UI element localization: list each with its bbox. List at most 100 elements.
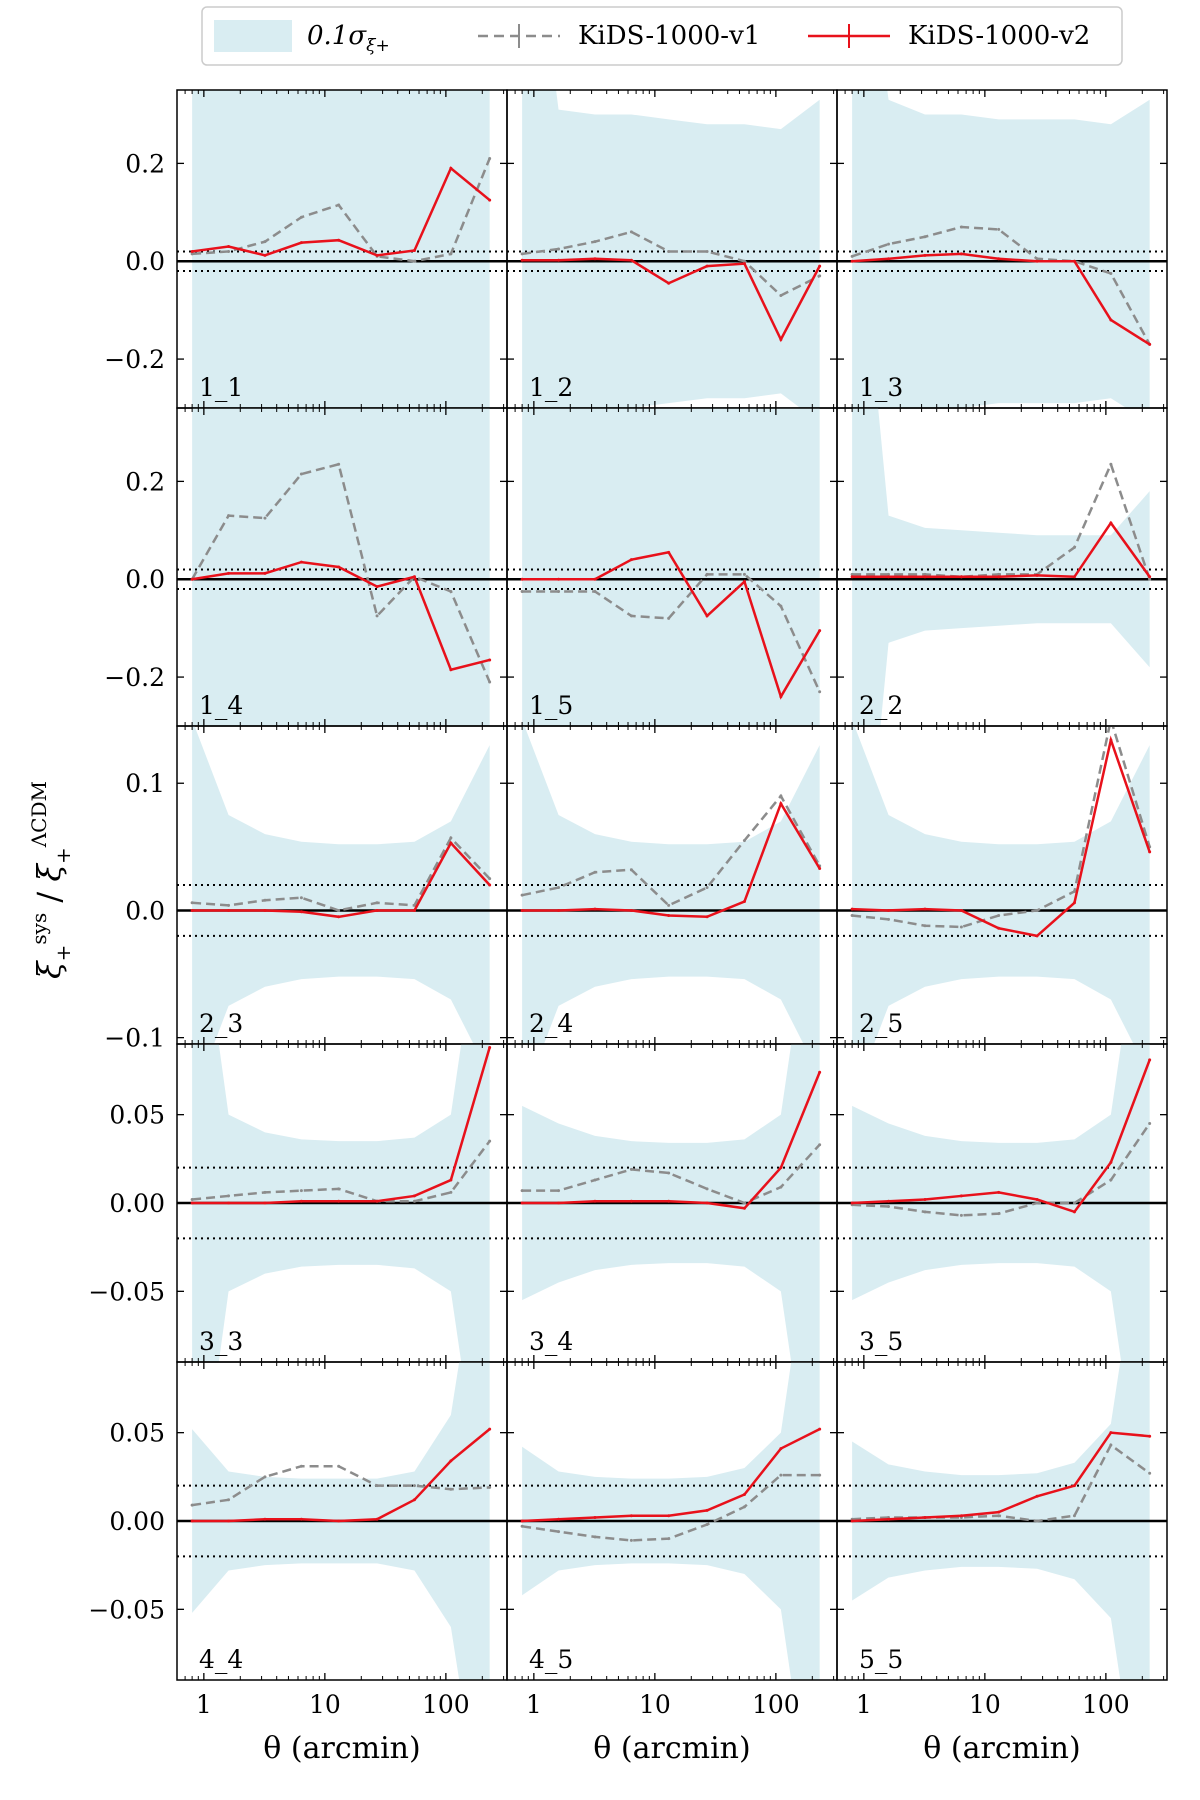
panel-label: 1_4 <box>199 691 243 720</box>
series-v2-point <box>850 259 854 263</box>
panel-plot-area <box>507 408 837 726</box>
series-v1-point <box>1035 257 1039 261</box>
legend: 0.1σξ+ KiDS-1000-v1 KiDS-1000-v2 <box>201 6 1123 66</box>
sigma-band <box>852 90 1150 408</box>
series-v2-point <box>850 1519 854 1523</box>
series-v2-point <box>818 1070 822 1074</box>
series-v1-point <box>923 235 927 239</box>
series-v2-point <box>779 1447 783 1451</box>
series-v2-point <box>227 571 231 575</box>
series-v1-point <box>337 203 341 207</box>
panel-plot-area <box>507 1044 837 1362</box>
series-v2-point <box>779 1166 783 1170</box>
series-v1-point <box>593 870 597 874</box>
series-v1-point <box>818 1143 822 1147</box>
panel-label: 2_4 <box>529 1009 573 1038</box>
series-v1-point <box>375 1484 379 1488</box>
series-v2-point <box>742 262 746 266</box>
series-v1-point <box>299 1189 303 1193</box>
y-tick-label: −0.05 <box>88 1277 165 1306</box>
series-v1-point <box>488 1485 492 1489</box>
panel-1_1: −0.2 0.0 0.2 1_1 <box>104 89 508 409</box>
series-v2-point <box>1035 573 1039 577</box>
legend-v2-label: KiDS-1000-v2 <box>908 21 1090 51</box>
series-v1-point <box>449 1190 453 1194</box>
series-v2-point <box>190 1201 194 1205</box>
series-v2-point <box>263 571 267 575</box>
series-v2-point <box>887 908 891 912</box>
series-v2-point <box>629 1199 633 1203</box>
series-v2-point <box>629 558 633 562</box>
series-v2-point <box>190 249 194 253</box>
series-v2-point <box>593 257 597 261</box>
y-tick-label: −0.2 <box>104 663 165 692</box>
series-v2-point <box>997 257 1001 261</box>
sigma-band <box>192 90 490 408</box>
series-v1-point <box>997 1514 1001 1518</box>
panel-plot-area <box>177 408 507 726</box>
series-v2-point <box>887 1199 891 1203</box>
series-v2-point <box>705 1201 709 1205</box>
series-v1-point <box>629 1538 633 1542</box>
series-v2-point <box>593 1199 597 1203</box>
x-tick-label: 100 <box>752 1690 800 1719</box>
series-v2-point <box>705 1508 709 1512</box>
series-v1-point <box>337 462 341 466</box>
panel-plot-area <box>837 1362 1167 1680</box>
series-v1-point <box>520 893 524 897</box>
series-v1-line <box>851 726 1151 929</box>
series-v2-point <box>1148 575 1152 579</box>
series-v2-point <box>190 577 194 581</box>
series-v1-point <box>299 472 303 476</box>
series-v1-point <box>850 914 854 918</box>
series-v1-point <box>557 1530 561 1534</box>
series-v2-point <box>667 281 671 285</box>
series-v1-point <box>629 614 633 618</box>
series-v1-point <box>1148 1471 1152 1475</box>
legend-band-label: 0.1σξ+ <box>307 21 390 56</box>
series-v1-point <box>299 896 303 900</box>
series-v2-point <box>1072 1484 1076 1488</box>
series-v2-point <box>337 238 341 242</box>
series-v1-point <box>887 917 891 921</box>
x-axis-label: θ (arcmin) <box>923 1731 1080 1766</box>
series-v2-point <box>449 841 453 845</box>
series-v2-point <box>449 1459 453 1463</box>
series-v1-point <box>520 1524 524 1528</box>
series-v1-point <box>705 1523 709 1527</box>
series-v2-point <box>299 910 303 914</box>
panel-3_4: 3_4 <box>506 1043 838 1363</box>
series-v1-point <box>1072 1514 1076 1518</box>
series-v1-line <box>191 462 491 683</box>
x-tick-label: 1 <box>526 1690 542 1719</box>
panel-plot-area <box>507 726 837 1044</box>
series-v1-point <box>667 616 671 620</box>
panel-label: 2_2 <box>859 691 903 720</box>
series-v1-point <box>742 259 746 263</box>
series-v1-point <box>263 240 267 244</box>
series-v1-point <box>190 1503 194 1507</box>
panel-grid: −0.2 0.0 0.2 1_1 1_2 1_3 −0.2 0.0 0.2 1_4 1_5 2_2 −0… <box>88 89 1168 1766</box>
y-tick-label: 0.0 <box>125 565 165 594</box>
series-v2-point <box>375 908 379 912</box>
panel-label: 1_5 <box>529 691 573 720</box>
series-v1-point <box>923 572 927 576</box>
series-v1-line <box>521 793 821 907</box>
series-v2-point <box>923 253 927 257</box>
series-v2-point <box>1072 259 1076 263</box>
series-v2-point <box>923 907 927 911</box>
series-v2-point <box>818 866 822 870</box>
series-v2-point <box>629 908 633 912</box>
panel-label: 1_3 <box>859 373 903 402</box>
series-v2-point <box>959 908 963 912</box>
series-v2-point <box>1035 1197 1039 1201</box>
panel-plot-area <box>177 1044 507 1362</box>
panel-label: 4_4 <box>199 1645 243 1674</box>
series-v1-point <box>593 1535 597 1539</box>
x-axis-label: θ (arcmin) <box>263 1731 420 1766</box>
series-v2-point <box>190 908 194 912</box>
series-v2-point <box>375 585 379 589</box>
panel-plot-area <box>837 1044 1167 1362</box>
series-v2-point <box>593 577 597 581</box>
